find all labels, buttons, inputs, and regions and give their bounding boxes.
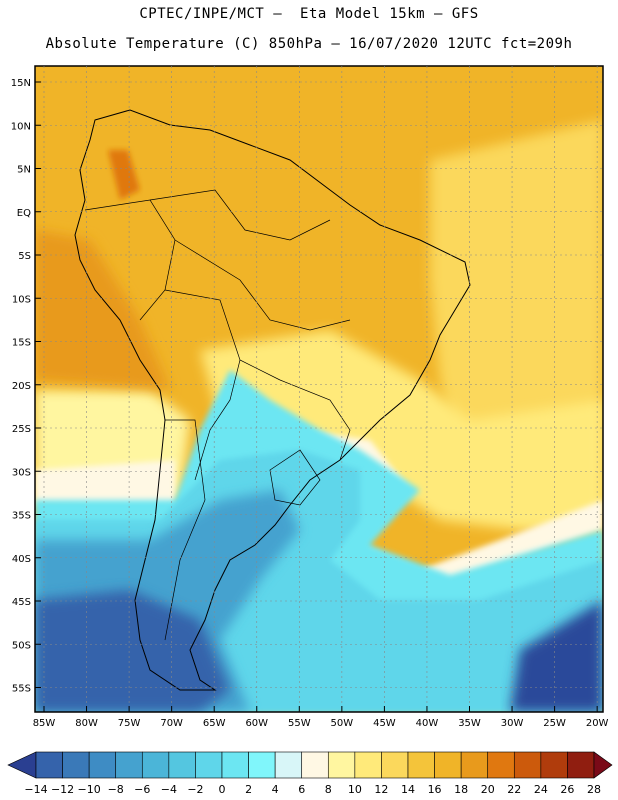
colorbar-swatch bbox=[274, 751, 303, 779]
colorbar-swatch bbox=[567, 751, 595, 779]
colorbar-swatch bbox=[540, 751, 568, 779]
colorbar-swatch bbox=[487, 751, 515, 779]
colorbar-tick-label: −14 bbox=[24, 783, 47, 796]
colorbar-swatch bbox=[460, 751, 489, 779]
cold-deep-blue-east bbox=[510, 600, 603, 712]
lon-label: 45W bbox=[373, 718, 396, 729]
colorbar-tick-label: 14 bbox=[401, 783, 415, 796]
colorbar-tick-label: 8 bbox=[325, 783, 332, 796]
lat-label: 30S bbox=[12, 467, 31, 478]
chart-title-line-1: CPTEC/INPE/MCT – Eta Model 15km – GFS bbox=[139, 6, 479, 22]
colorbar-tick-label: −10 bbox=[78, 783, 101, 796]
lat-label: 40S bbox=[12, 554, 31, 565]
temperature-field bbox=[35, 66, 603, 712]
lon-label: 30W bbox=[501, 718, 524, 729]
colorbar-swatch bbox=[327, 751, 356, 779]
lon-label: 80W bbox=[75, 718, 98, 729]
south-america-coastline bbox=[74, 109, 471, 691]
lat-label: 5N bbox=[17, 165, 31, 176]
warm-colombia bbox=[108, 150, 140, 200]
colorbar-tick-label: 22 bbox=[507, 783, 521, 796]
lat-label: 5S bbox=[18, 251, 31, 262]
colorbar-tick-label: 10 bbox=[348, 783, 362, 796]
colorbar-swatch bbox=[221, 751, 249, 779]
longitude-labels: 85W 80W 75W 70W 65W 60W 55W 50W 45W 40W 35W 30W 25W 2… bbox=[33, 718, 609, 729]
cold-deep-blue bbox=[35, 590, 230, 712]
colorbar-tick-label: −12 bbox=[51, 783, 74, 796]
lon-label: 75W bbox=[118, 718, 141, 729]
colorbar-swatch bbox=[168, 751, 196, 779]
lat-label: 15S bbox=[12, 338, 31, 349]
colorbar-tick-label: 20 bbox=[481, 783, 495, 796]
colorbar-swatch bbox=[434, 751, 462, 779]
colorbar-tick-label: 4 bbox=[272, 783, 279, 796]
colorbar-tick-label: 26 bbox=[560, 783, 574, 796]
warm-pacific bbox=[35, 230, 170, 390]
lon-label: 70W bbox=[160, 718, 183, 729]
colorbar-tick-label: 0 bbox=[219, 783, 226, 796]
colorbar-tick-label: 28 bbox=[587, 783, 601, 796]
colorbar-tick-label: 2 bbox=[245, 783, 252, 796]
lat-label: 15N bbox=[11, 78, 31, 89]
lat-label: 55S bbox=[12, 684, 31, 695]
lat-label: 20S bbox=[12, 381, 31, 392]
lon-label: 20W bbox=[586, 718, 609, 729]
lon-label: 25W bbox=[543, 718, 566, 729]
colorbar-swatch bbox=[248, 751, 276, 779]
lat-label: 50S bbox=[12, 640, 31, 651]
colorbar-swatch bbox=[513, 751, 542, 779]
colorbar-swatch bbox=[35, 751, 63, 779]
lon-label: 65W bbox=[203, 718, 226, 729]
lat-label: 25S bbox=[12, 424, 31, 435]
chart-title-line-2: Absolute Temperature (C) 850hPa – 16/07/… bbox=[45, 36, 573, 52]
light-yellow-band bbox=[200, 330, 603, 530]
lon-label: 60W bbox=[245, 718, 268, 729]
colorbar-swatch bbox=[141, 751, 170, 779]
colorbar-swatch bbox=[381, 751, 409, 779]
lat-label: 10N bbox=[11, 121, 31, 132]
colorbar-tick-label: −6 bbox=[134, 783, 150, 796]
colorbar-swatch bbox=[195, 751, 223, 779]
colorbar-swatch bbox=[115, 751, 143, 779]
lat-label: 10S bbox=[12, 294, 31, 305]
lon-label: 55W bbox=[288, 718, 311, 729]
map-frame bbox=[34, 65, 604, 713]
colorbar-tick-label: 18 bbox=[454, 783, 468, 796]
lat-label: EQ bbox=[17, 208, 31, 219]
colorbar-low-arrow bbox=[7, 751, 37, 779]
lon-label: 50W bbox=[331, 718, 354, 729]
colorbar-tick-label: 24 bbox=[534, 783, 548, 796]
colorbar-swatch bbox=[354, 751, 382, 779]
colorbar-tick-label: 12 bbox=[374, 783, 388, 796]
lon-label: 85W bbox=[33, 718, 56, 729]
lon-label: 40W bbox=[416, 718, 439, 729]
colorbar-swatch bbox=[407, 751, 435, 779]
lat-label: 45S bbox=[12, 597, 31, 608]
colorbar: −14 −12 −10 −8 −6 −4 −2 0 2 4 6 8 10 12 14 16 18 20 22 24 26… bbox=[7, 751, 613, 796]
colorbar-high-arrow bbox=[593, 751, 613, 779]
colorbar-tick-label: −2 bbox=[187, 783, 203, 796]
colorbar-swatch bbox=[301, 751, 329, 779]
colorbar-tick-label: −4 bbox=[161, 783, 177, 796]
colorbar-tick-label: 16 bbox=[428, 783, 442, 796]
latitude-labels: 15N 10N 5N EQ 5S 10S 15S 20S 25S 30S 35S 40S 45S 50S 5… bbox=[11, 78, 31, 695]
country-borders bbox=[84, 189, 351, 641]
cream-band bbox=[35, 460, 175, 510]
graticule bbox=[35, 66, 603, 712]
colorbar-tick-label: −8 bbox=[108, 783, 124, 796]
lat-label: 35S bbox=[12, 511, 31, 522]
colorbar-swatch bbox=[62, 751, 90, 779]
lon-label: 35W bbox=[458, 718, 481, 729]
colorbar-swatch bbox=[88, 751, 117, 779]
colorbar-tick-label: 6 bbox=[298, 783, 305, 796]
